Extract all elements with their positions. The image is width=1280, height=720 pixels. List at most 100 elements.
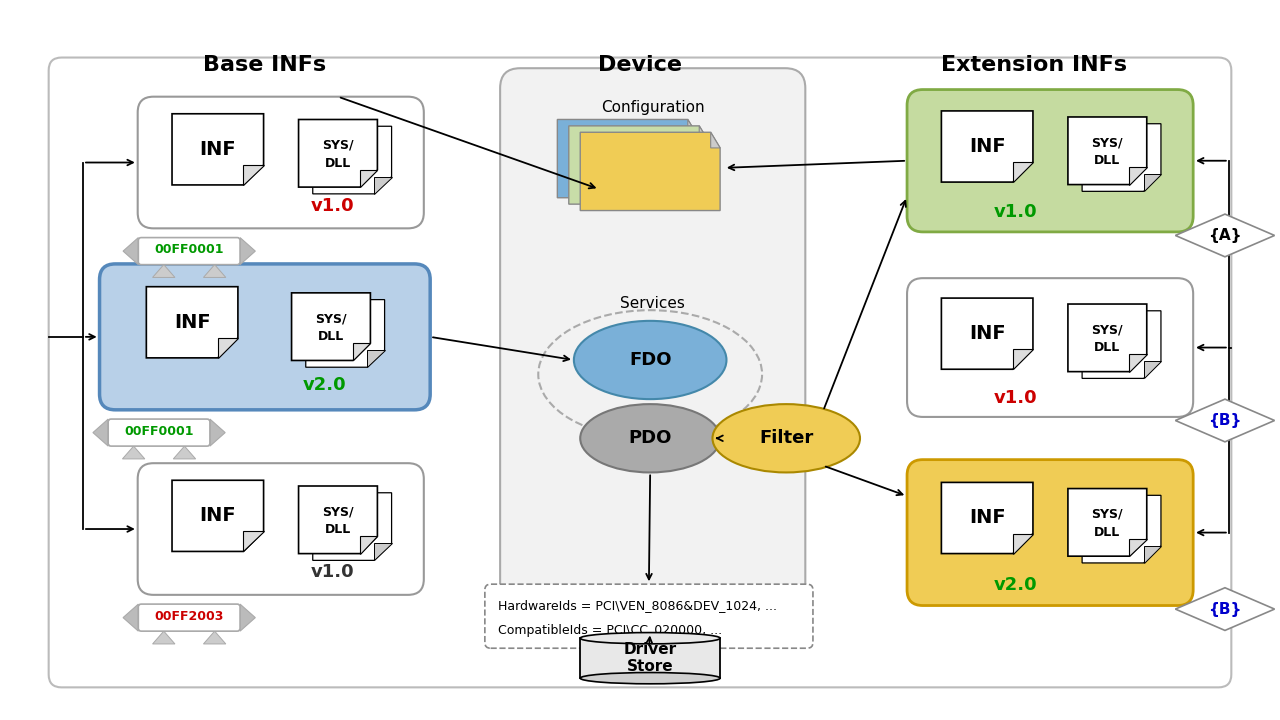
Polygon shape	[1068, 117, 1147, 184]
FancyBboxPatch shape	[485, 584, 813, 648]
Text: Configuration: Configuration	[600, 100, 704, 115]
FancyBboxPatch shape	[138, 96, 424, 228]
Text: DLL: DLL	[1094, 526, 1120, 539]
Text: {B}: {B}	[1208, 602, 1242, 616]
Polygon shape	[580, 132, 721, 210]
FancyBboxPatch shape	[109, 419, 210, 446]
Text: INF: INF	[969, 137, 1006, 156]
Polygon shape	[123, 604, 138, 631]
Polygon shape	[1175, 214, 1275, 257]
Text: Base INFs: Base INFs	[204, 55, 326, 75]
Text: FDO: FDO	[628, 351, 672, 369]
Polygon shape	[367, 350, 384, 367]
Polygon shape	[152, 631, 175, 644]
FancyBboxPatch shape	[908, 278, 1193, 417]
Polygon shape	[1012, 534, 1033, 554]
Text: {B}: {B}	[1208, 413, 1242, 428]
Text: Driver
Store: Driver Store	[623, 642, 677, 675]
Text: v1.0: v1.0	[995, 389, 1038, 407]
Polygon shape	[1129, 167, 1147, 184]
Text: Filter: Filter	[759, 429, 813, 447]
Polygon shape	[298, 120, 378, 187]
Polygon shape	[941, 482, 1033, 554]
Text: {A}: {A}	[1208, 228, 1242, 243]
FancyBboxPatch shape	[100, 264, 430, 410]
Text: v2.0: v2.0	[302, 376, 346, 394]
Text: v2.0: v2.0	[995, 576, 1038, 594]
Text: SYS/: SYS/	[1092, 136, 1123, 149]
Polygon shape	[710, 132, 721, 148]
Polygon shape	[241, 238, 255, 265]
FancyBboxPatch shape	[138, 463, 424, 595]
Polygon shape	[1012, 162, 1033, 182]
Polygon shape	[210, 419, 225, 446]
Polygon shape	[1175, 588, 1275, 631]
Polygon shape	[687, 120, 698, 135]
Ellipse shape	[580, 633, 721, 644]
Polygon shape	[374, 543, 392, 560]
FancyBboxPatch shape	[908, 89, 1193, 232]
Text: SYS/: SYS/	[315, 312, 347, 325]
Polygon shape	[173, 446, 196, 459]
Text: DLL: DLL	[325, 157, 351, 170]
Text: DLL: DLL	[1094, 154, 1120, 168]
Text: SYS/: SYS/	[323, 505, 353, 518]
Polygon shape	[1129, 539, 1147, 556]
Polygon shape	[93, 419, 109, 446]
Text: INF: INF	[969, 508, 1006, 528]
Text: DLL: DLL	[1094, 341, 1120, 354]
Polygon shape	[353, 343, 370, 361]
Ellipse shape	[573, 321, 727, 399]
Text: HardwareIds = PCI\VEN_8086&DEV_1024, ...: HardwareIds = PCI\VEN_8086&DEV_1024, ...	[498, 599, 777, 612]
Text: Services: Services	[621, 296, 685, 310]
Polygon shape	[1143, 361, 1161, 379]
Text: v1.0: v1.0	[311, 564, 355, 582]
FancyBboxPatch shape	[908, 459, 1193, 606]
Text: 00FF0001: 00FF0001	[155, 243, 224, 256]
Polygon shape	[152, 265, 175, 277]
Text: CompatibleIds = PCI\CC_020000, ...: CompatibleIds = PCI\CC_020000, ...	[498, 624, 722, 636]
Ellipse shape	[713, 404, 860, 472]
Text: Extension INFs: Extension INFs	[941, 55, 1128, 75]
Polygon shape	[312, 492, 392, 560]
Polygon shape	[243, 531, 264, 552]
FancyBboxPatch shape	[49, 58, 1231, 688]
Polygon shape	[699, 126, 709, 142]
Text: v1.0: v1.0	[311, 197, 355, 215]
Polygon shape	[1068, 304, 1147, 372]
Polygon shape	[312, 126, 392, 194]
Polygon shape	[941, 111, 1033, 182]
Polygon shape	[1129, 354, 1147, 372]
Text: SYS/: SYS/	[1092, 323, 1123, 336]
Polygon shape	[298, 486, 378, 554]
Polygon shape	[204, 265, 225, 277]
Polygon shape	[204, 631, 225, 644]
Polygon shape	[306, 300, 384, 367]
FancyBboxPatch shape	[580, 638, 721, 678]
Text: INF: INF	[200, 140, 236, 159]
Text: 00FF0001: 00FF0001	[124, 425, 193, 438]
Text: INF: INF	[200, 506, 236, 526]
Polygon shape	[172, 114, 264, 185]
Polygon shape	[1082, 495, 1161, 563]
Polygon shape	[360, 170, 378, 187]
Text: DLL: DLL	[317, 330, 344, 343]
Polygon shape	[1068, 489, 1147, 556]
Polygon shape	[1175, 399, 1275, 442]
Polygon shape	[1082, 124, 1161, 192]
Text: SYS/: SYS/	[1092, 508, 1123, 521]
FancyBboxPatch shape	[138, 604, 241, 631]
Polygon shape	[568, 126, 709, 204]
Polygon shape	[1082, 311, 1161, 379]
Ellipse shape	[580, 404, 721, 472]
Polygon shape	[557, 120, 698, 198]
Polygon shape	[123, 238, 138, 265]
Text: 00FF2003: 00FF2003	[155, 610, 224, 623]
Polygon shape	[123, 446, 145, 459]
Ellipse shape	[580, 672, 721, 684]
FancyBboxPatch shape	[138, 238, 241, 265]
Polygon shape	[941, 298, 1033, 369]
Text: INF: INF	[969, 324, 1006, 343]
Text: v1.0: v1.0	[995, 203, 1038, 221]
Polygon shape	[172, 480, 264, 552]
